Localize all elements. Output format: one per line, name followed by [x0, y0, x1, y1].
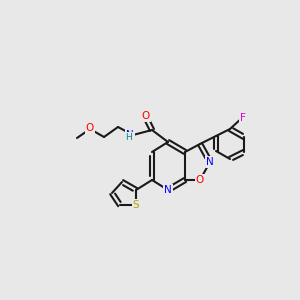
Text: N: N	[164, 185, 172, 195]
Text: F: F	[240, 113, 246, 123]
Text: N: N	[126, 130, 134, 140]
Text: O: O	[86, 123, 94, 133]
Text: O: O	[142, 111, 150, 121]
Text: S: S	[133, 200, 139, 210]
Text: O: O	[196, 175, 204, 185]
Text: N: N	[206, 157, 214, 167]
Text: H: H	[126, 133, 132, 142]
